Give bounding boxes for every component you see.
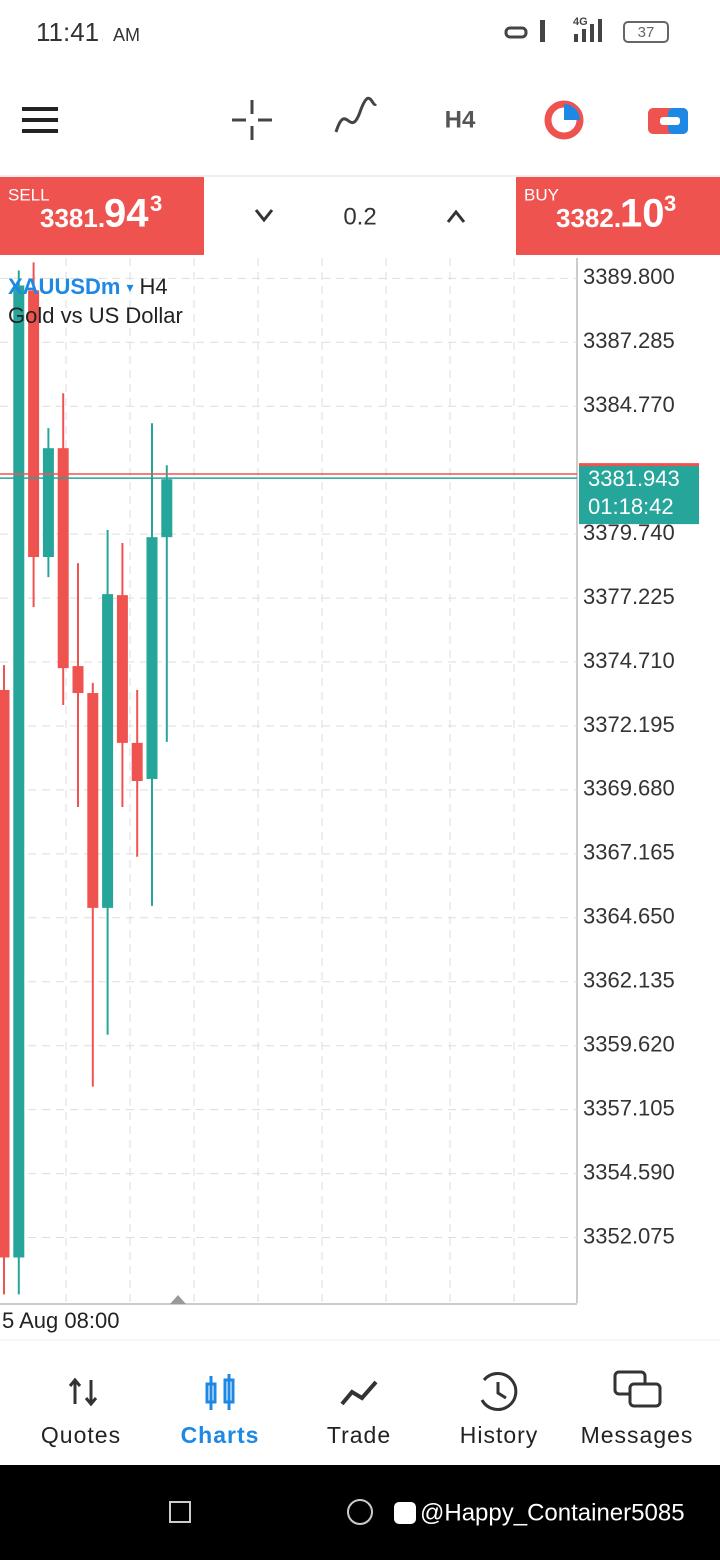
candle-body xyxy=(13,285,25,1258)
sell-price-big: 94 xyxy=(104,192,149,236)
buy-button[interactable]: BUY 3382. 10 3 xyxy=(516,177,720,255)
y-tick-label: 3352.075 xyxy=(583,1223,675,1248)
buy-label: BUY xyxy=(524,185,559,204)
y-tick-label: 3364.650 xyxy=(583,904,675,929)
nav-item[interactable]: Quotes xyxy=(41,1422,121,1448)
key-icon xyxy=(504,26,528,39)
symbol-description: Gold vs US Dollar xyxy=(8,303,183,328)
sell-button[interactable]: SELL 3381. 94 3 xyxy=(0,177,204,255)
candle-body xyxy=(146,537,158,779)
nav-item[interactable]: History xyxy=(460,1422,539,1448)
bid-price: 3381.943 xyxy=(588,466,680,491)
lot-up[interactable] xyxy=(446,209,466,223)
candle-body xyxy=(42,448,54,558)
facebook-icon xyxy=(394,1502,416,1524)
ampm: AM xyxy=(113,25,140,45)
sell-price-sup: 3 xyxy=(150,191,162,216)
buy-price-big: 10 xyxy=(620,192,665,236)
sell-price: 3381. xyxy=(40,203,105,233)
candle-body xyxy=(131,742,143,782)
nav-item[interactable]: Trade xyxy=(327,1422,391,1448)
lot-down[interactable] xyxy=(254,209,274,223)
symbol-header: XAUUSDm ▾ H4 xyxy=(8,274,168,299)
candle-body xyxy=(28,290,40,558)
trade-icon xyxy=(340,1380,378,1406)
candle-body xyxy=(72,666,84,694)
scroll-marker[interactable] xyxy=(170,1295,186,1304)
watermark: @Happy_Container5085 xyxy=(420,1499,685,1526)
bid-tag xyxy=(579,466,699,525)
signal-bar xyxy=(582,29,586,42)
menu-button[interactable] xyxy=(22,107,58,133)
candle-body xyxy=(87,693,99,908)
y-tick-label: 3377.225 xyxy=(583,584,675,609)
symbol-caret: ▾ xyxy=(126,279,133,295)
countdown: 01:18:42 xyxy=(588,494,674,519)
symbol[interactable]: XAUUSDm xyxy=(8,274,120,299)
candle-body xyxy=(0,689,10,1258)
system-bar xyxy=(0,1465,720,1560)
objects-icon-part xyxy=(564,104,580,120)
y-tick-label: 3387.285 xyxy=(583,328,675,353)
messages-icon xyxy=(613,1370,662,1408)
buy-price: 3382. xyxy=(556,203,621,233)
y-tick-label: 3369.680 xyxy=(583,776,675,801)
charts-icon xyxy=(205,1374,235,1410)
data-icon xyxy=(540,20,545,42)
buy-bg xyxy=(516,177,720,255)
y-tick-label: 3372.195 xyxy=(583,712,675,737)
time: 11:41 xyxy=(36,17,99,47)
quotes-icon xyxy=(68,1377,98,1407)
network: 4G xyxy=(573,16,588,28)
sell-bg xyxy=(0,177,204,255)
y-tick-label: 3389.800 xyxy=(583,264,675,289)
nav-item[interactable]: Charts xyxy=(181,1422,260,1448)
lot-size[interactable]: 0.2 xyxy=(343,203,376,230)
history-icon xyxy=(480,1372,518,1411)
home-button[interactable] xyxy=(347,1499,373,1525)
indicators-button[interactable] xyxy=(334,96,378,133)
timeframe-button[interactable]: H4 xyxy=(445,106,476,133)
battery xyxy=(623,21,669,43)
vertical-grid xyxy=(65,258,515,1303)
candle-body xyxy=(161,479,173,538)
y-tick-label: 3359.620 xyxy=(583,1032,675,1057)
battery-level: 37 xyxy=(638,24,655,41)
x-tick-label: 5 Aug 08:00 xyxy=(2,1308,119,1333)
nav-item[interactable]: Messages xyxy=(581,1422,694,1448)
y-tick-label: 3384.770 xyxy=(583,392,675,417)
ask-tag-edge xyxy=(579,463,699,468)
chart: 3389.8003387.2853384.7703379.7403377.225… xyxy=(0,258,699,1333)
y-tick-label: 3354.590 xyxy=(583,1159,675,1184)
y-tick-label: 3367.165 xyxy=(583,840,675,865)
bottom-nav: Quotes Charts Trade History Messages xyxy=(41,1370,694,1448)
y-tick-label: 3362.135 xyxy=(583,968,675,993)
y-tick-label: 3374.710 xyxy=(583,648,675,673)
signal-bar xyxy=(574,34,578,42)
candle-body xyxy=(116,595,128,743)
candle-body xyxy=(102,594,114,908)
candle-body xyxy=(57,448,69,669)
y-tick-label: 3357.105 xyxy=(583,1095,675,1120)
trade-icon-part xyxy=(660,117,680,125)
buy-price-sup: 3 xyxy=(664,191,676,216)
sell-label: SELL xyxy=(8,185,50,204)
crosshair-button[interactable] xyxy=(232,100,272,140)
timeframe: H4 xyxy=(140,274,168,299)
signal-bar xyxy=(598,19,602,42)
recents-button[interactable] xyxy=(169,1501,191,1523)
signal-bar xyxy=(590,24,594,42)
